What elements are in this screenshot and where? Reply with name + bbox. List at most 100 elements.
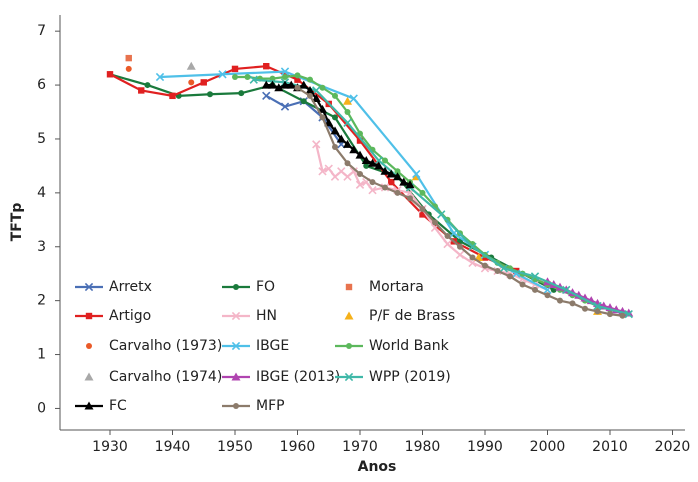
- legend-marker: [231, 372, 241, 381]
- data-point: [305, 85, 315, 94]
- data-point: [299, 80, 309, 89]
- data-point: [300, 98, 307, 105]
- data-point: [349, 94, 358, 103]
- data-point: [382, 184, 388, 191]
- legend-marker: [84, 401, 94, 410]
- data-point: [330, 126, 340, 135]
- legend-marker: [233, 284, 239, 290]
- data-point: [544, 292, 551, 299]
- y-tick-label: 0: [37, 400, 46, 416]
- legend-marker: [231, 311, 241, 321]
- data-point: [349, 145, 359, 154]
- data-point: [562, 285, 571, 295]
- legend-marker: [231, 341, 241, 351]
- data-point: [468, 242, 477, 251]
- data-point: [593, 301, 602, 311]
- y-axis-label: TFTp: [9, 203, 25, 242]
- data-point: [393, 172, 402, 181]
- data-point: [368, 185, 377, 195]
- data-point: [188, 79, 195, 86]
- data-point: [482, 262, 488, 269]
- data-point: [231, 65, 239, 73]
- data-point: [499, 264, 508, 273]
- data-point: [412, 169, 421, 179]
- data-point: [444, 232, 451, 239]
- data-point: [286, 80, 296, 89]
- data-point: [200, 79, 207, 86]
- data-point: [455, 250, 465, 260]
- data-point: [382, 157, 388, 164]
- x-tick-label: 2020: [655, 439, 691, 455]
- data-point: [582, 305, 588, 312]
- legend-label: Mortara: [369, 279, 424, 295]
- data-point: [594, 308, 601, 315]
- legend-label: IBGE (2013): [256, 369, 340, 385]
- x-axis-label: Anos: [358, 459, 397, 475]
- data-point: [363, 162, 370, 169]
- data-point: [361, 156, 371, 165]
- legend-marker: [86, 343, 92, 349]
- data-point: [294, 76, 301, 83]
- data-point: [138, 87, 145, 94]
- legend-label: FO: [256, 279, 275, 295]
- data-point: [263, 63, 270, 70]
- data-point: [344, 160, 351, 167]
- data-point: [607, 311, 613, 318]
- data-point: [307, 76, 313, 83]
- data-point: [294, 84, 301, 91]
- legend-label: Carvalho (1973): [109, 338, 222, 354]
- data-point: [494, 268, 501, 275]
- legend-marker: [344, 311, 354, 320]
- legend-marker: [346, 343, 352, 349]
- legend-label: Arretx: [109, 279, 152, 295]
- y-tick-label: 1: [37, 347, 46, 363]
- data-point: [280, 80, 290, 89]
- data-point: [324, 164, 333, 173]
- data-point: [519, 281, 526, 288]
- legend-marker: [84, 282, 94, 292]
- data-point: [507, 273, 513, 280]
- data-point: [399, 177, 409, 186]
- data-point: [244, 73, 251, 80]
- data-point: [619, 312, 626, 319]
- legend-marker: [345, 283, 353, 291]
- data-point: [311, 94, 321, 103]
- data-point: [407, 195, 413, 202]
- data-point: [274, 83, 284, 92]
- legend-label: World Bank: [369, 338, 450, 354]
- series-line: [253, 78, 630, 316]
- data-point: [343, 139, 352, 148]
- data-point: [432, 219, 438, 226]
- data-point: [169, 92, 176, 100]
- data-point: [405, 180, 415, 189]
- data-point: [319, 114, 326, 121]
- data-point: [207, 91, 213, 98]
- data-point: [155, 72, 165, 82]
- data-point: [368, 158, 377, 167]
- data-point: [355, 180, 365, 189]
- y-tick-label: 7: [37, 23, 46, 39]
- data-point: [369, 179, 376, 186]
- data-point: [262, 91, 271, 101]
- data-point: [125, 65, 132, 72]
- data-point: [282, 73, 288, 80]
- data-point: [386, 169, 396, 178]
- y-tick-label: 3: [37, 239, 46, 255]
- x-tick-label: 1980: [405, 439, 441, 455]
- x-tick-label: 2010: [592, 439, 628, 455]
- x-tick-label: 1960: [280, 439, 316, 455]
- data-point: [343, 96, 352, 105]
- data-point: [312, 140, 321, 149]
- data-point: [569, 300, 576, 307]
- data-point: [394, 168, 401, 175]
- legend-label: HN: [256, 308, 277, 324]
- data-point: [280, 67, 290, 76]
- data-point: [186, 61, 196, 70]
- data-point: [457, 243, 463, 250]
- data-point: [419, 211, 426, 218]
- legend-label: Artigo: [109, 308, 151, 324]
- data-point: [232, 73, 238, 80]
- data-point: [349, 167, 358, 176]
- data-point: [332, 144, 338, 151]
- data-point: [307, 92, 313, 99]
